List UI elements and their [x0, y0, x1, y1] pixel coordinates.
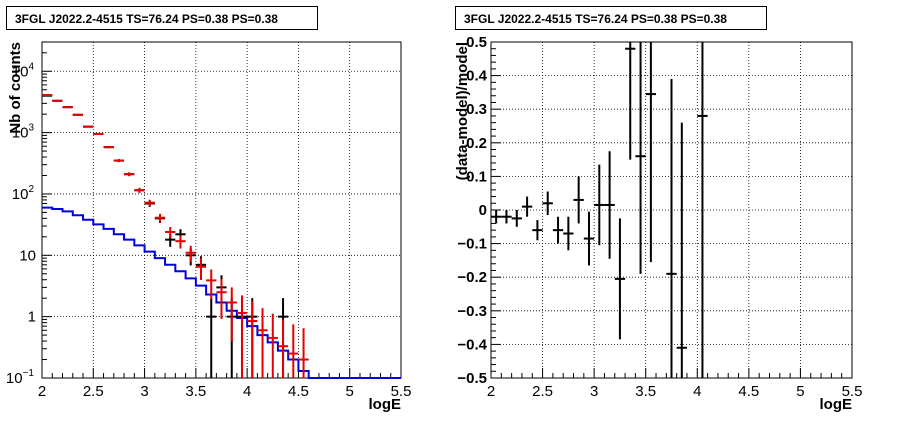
y-tick-label: 10−1: [6, 368, 35, 387]
x-tick-label: 3.5: [185, 383, 206, 400]
y-tick-label: 0.1: [466, 168, 487, 185]
y-tick-label: 1: [28, 309, 36, 326]
x-tick-label: 4.5: [738, 383, 759, 400]
y-tick-label: 0.4: [466, 68, 488, 85]
x-axis-label: logE: [369, 396, 402, 413]
background-step-line: [42, 206, 401, 379]
right-plot-title: 3FGL J2022.2-4515 TS=76.24 PS=0.38 PS=0.…: [455, 6, 767, 30]
y-tick-label: 102: [12, 184, 35, 203]
x-tick-label: 5.5: [842, 383, 863, 400]
y-tick-label: 104: [12, 61, 35, 80]
y-axis-label: (data-model)/model: [454, 42, 471, 180]
y-tick-label: −0.5: [457, 370, 487, 387]
y-tick-label: 0: [479, 202, 487, 219]
plot-frame: [41, 41, 402, 379]
x-tick-label: 2: [38, 383, 46, 400]
x-tick-label: 4: [243, 383, 251, 400]
x-tick-label: 4.5: [288, 383, 309, 400]
x-tick-label: 5: [796, 383, 804, 400]
y-tick-label: −0.2: [457, 269, 487, 286]
left-plot-title: 3FGL J2022.2-4515 TS=76.24 PS=0.38 PS=0.…: [6, 6, 318, 30]
y-tick-label: 0.5: [466, 34, 487, 51]
y-axis-label: Nb of counts: [7, 42, 24, 134]
x-tick-label: 3: [590, 383, 598, 400]
y-tick-label: 103: [12, 123, 35, 142]
y-tick-label: 10: [19, 247, 36, 264]
y-tick-label: −0.3: [457, 303, 487, 320]
x-tick-label: 2.5: [83, 383, 104, 400]
y-tick-label: 0.2: [466, 135, 487, 152]
x-tick-label: 3: [140, 383, 148, 400]
y-tick-label: 0.3: [466, 101, 487, 118]
x-tick-label: 2: [487, 383, 495, 400]
x-tick-label: 5.5: [391, 383, 412, 400]
y-tick-label: −0.1: [457, 236, 487, 253]
x-axis-label: logE: [820, 396, 853, 413]
x-tick-label: 4: [693, 383, 701, 400]
x-tick-label: 2.5: [532, 383, 553, 400]
x-tick-label: 5: [346, 383, 354, 400]
x-tick-label: 3.5: [635, 383, 656, 400]
y-tick-label: −0.4: [457, 336, 487, 353]
